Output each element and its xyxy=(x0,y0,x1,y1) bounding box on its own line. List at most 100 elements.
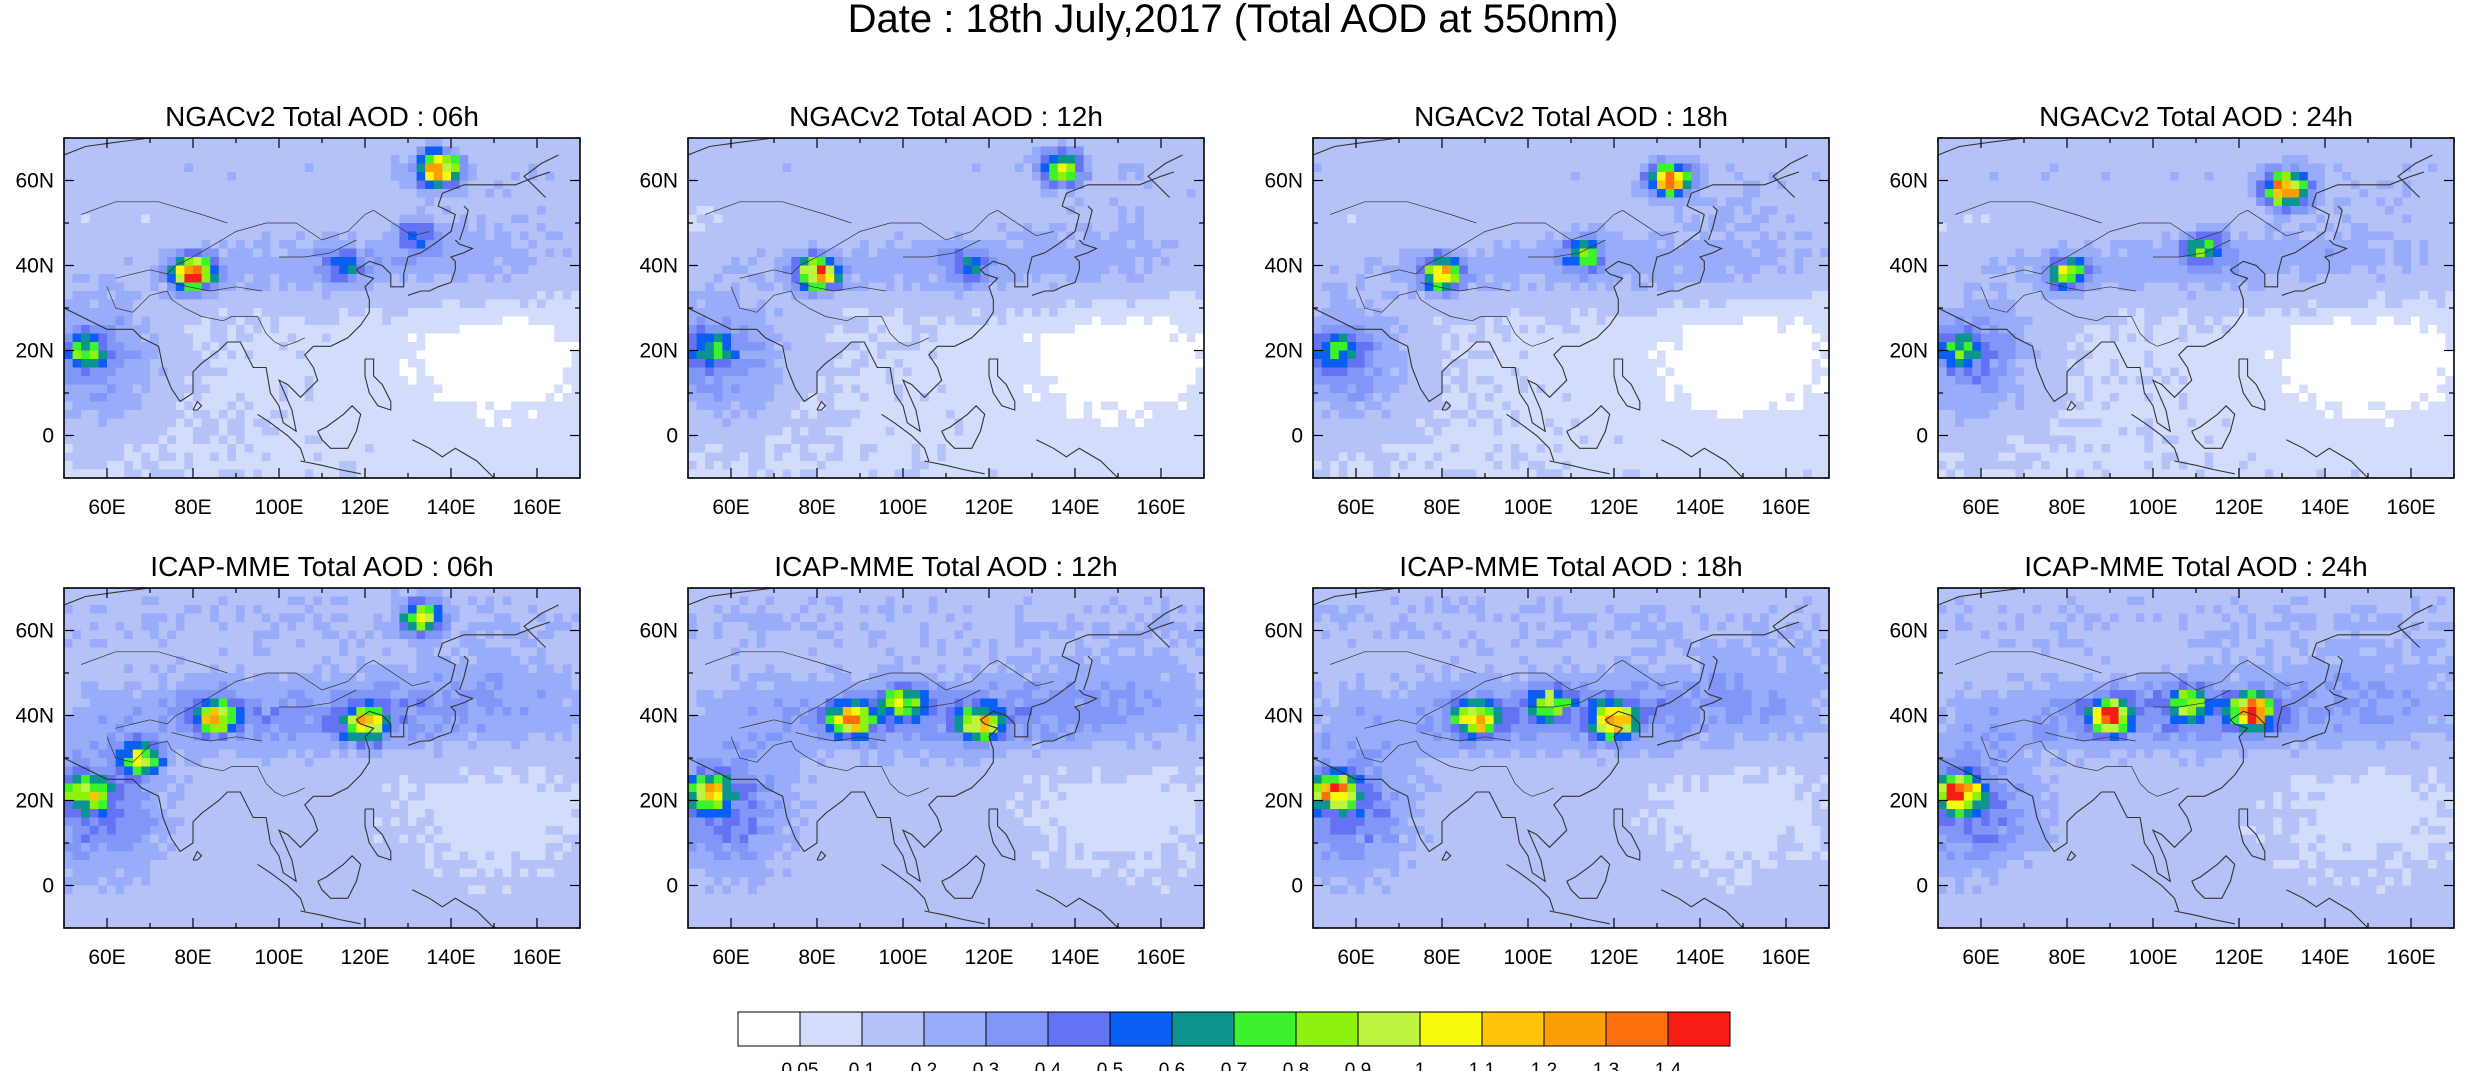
aod-cell xyxy=(1083,316,1093,326)
aod-cell xyxy=(382,469,392,478)
aod-cell xyxy=(253,342,263,352)
aod-cell xyxy=(1023,410,1033,420)
aod-cell xyxy=(132,146,142,156)
aod-cell xyxy=(748,444,758,454)
aod-cell xyxy=(270,265,280,275)
aod-cell xyxy=(756,291,766,301)
aod-cell xyxy=(954,138,964,148)
aod-cell xyxy=(399,189,409,199)
aod-cell xyxy=(1100,393,1110,403)
aod-cell xyxy=(175,452,185,462)
aod-cell xyxy=(502,316,512,326)
aod-cell xyxy=(954,240,964,250)
aod-cell xyxy=(218,223,228,233)
aod-cell xyxy=(330,393,340,403)
aod-cell xyxy=(1049,333,1059,343)
aod-cell xyxy=(451,299,461,309)
aod-cell xyxy=(1126,291,1136,301)
aod-cell xyxy=(722,214,732,224)
aod-cell xyxy=(502,231,512,241)
aod-cell xyxy=(1083,401,1093,411)
aod-cell xyxy=(722,461,732,471)
aod-cell xyxy=(971,231,981,241)
aod-cell xyxy=(322,325,332,335)
aod-cell xyxy=(808,248,818,258)
aod-cell xyxy=(860,248,870,258)
aod-cell xyxy=(519,452,529,462)
aod-cell xyxy=(799,265,809,275)
aod-cell xyxy=(774,223,784,233)
aod-cell xyxy=(399,469,409,478)
aod-cell xyxy=(1161,180,1171,190)
aod-cell xyxy=(365,384,375,394)
aod-cell xyxy=(132,223,142,233)
aod-cell xyxy=(72,410,82,420)
aod-cell xyxy=(1049,138,1059,148)
aod-cell xyxy=(1126,163,1136,173)
aod-cell xyxy=(451,384,461,394)
aod-cell xyxy=(885,316,895,326)
aod-cell xyxy=(997,359,1007,369)
aod-cell xyxy=(868,333,878,343)
aod-cell xyxy=(175,223,185,233)
aod-cell xyxy=(954,342,964,352)
aod-cell xyxy=(1023,350,1033,360)
aod-cell xyxy=(997,231,1007,241)
aod-cell xyxy=(476,206,486,216)
aod-cell xyxy=(150,299,160,309)
aod-cell xyxy=(571,384,580,394)
aod-cell xyxy=(1135,197,1145,207)
aod-cell xyxy=(485,155,495,165)
aod-cell xyxy=(218,359,228,369)
aod-cell xyxy=(808,308,818,318)
aod-cell xyxy=(72,418,82,428)
aod-cell xyxy=(218,452,228,462)
aod-cell xyxy=(963,452,973,462)
aod-cell xyxy=(989,418,999,428)
aod-cell xyxy=(494,435,504,445)
y-tick-label: 20N xyxy=(15,340,54,363)
aod-cell xyxy=(920,282,930,292)
aod-cell xyxy=(851,350,861,360)
aod-cell xyxy=(416,350,426,360)
aod-cell xyxy=(313,206,323,216)
aod-cell xyxy=(963,257,973,267)
aod-cell xyxy=(554,401,564,411)
aod-cell xyxy=(468,282,478,292)
aod-cell xyxy=(868,376,878,386)
aod-cell xyxy=(885,342,895,352)
aod-cell xyxy=(1118,248,1128,258)
aod-cell xyxy=(115,376,125,386)
aod-cell xyxy=(184,214,194,224)
aod-cell xyxy=(1143,308,1153,318)
aod-cell xyxy=(459,393,469,403)
aod-cell xyxy=(519,444,529,454)
aod-cell xyxy=(1313,401,1323,411)
aod-cell xyxy=(1109,265,1119,275)
aod-cell xyxy=(451,248,461,258)
aod-cell xyxy=(1049,274,1059,284)
aod-cell xyxy=(756,435,766,445)
aod-cell xyxy=(494,469,504,478)
aod-cell xyxy=(1066,240,1076,250)
aod-cell xyxy=(494,206,504,216)
aod-cell xyxy=(442,163,452,173)
aod-cell xyxy=(911,376,921,386)
aod-cell xyxy=(545,376,555,386)
aod-cell xyxy=(1143,444,1153,454)
aod-cell xyxy=(705,427,715,437)
aod-cell xyxy=(1135,146,1145,156)
aod-cell xyxy=(971,418,981,428)
aod-cell xyxy=(279,214,289,224)
aod-cell xyxy=(89,299,99,309)
aod-cell xyxy=(64,435,74,445)
aod-cell xyxy=(980,172,990,182)
aod-cell xyxy=(1040,299,1050,309)
aod-cell xyxy=(1006,299,1016,309)
aod-cell xyxy=(442,231,452,241)
aod-cell xyxy=(851,410,861,420)
aod-cell xyxy=(175,274,185,284)
aod-cell xyxy=(390,291,400,301)
aod-cell xyxy=(236,452,246,462)
aod-cell xyxy=(485,248,495,258)
